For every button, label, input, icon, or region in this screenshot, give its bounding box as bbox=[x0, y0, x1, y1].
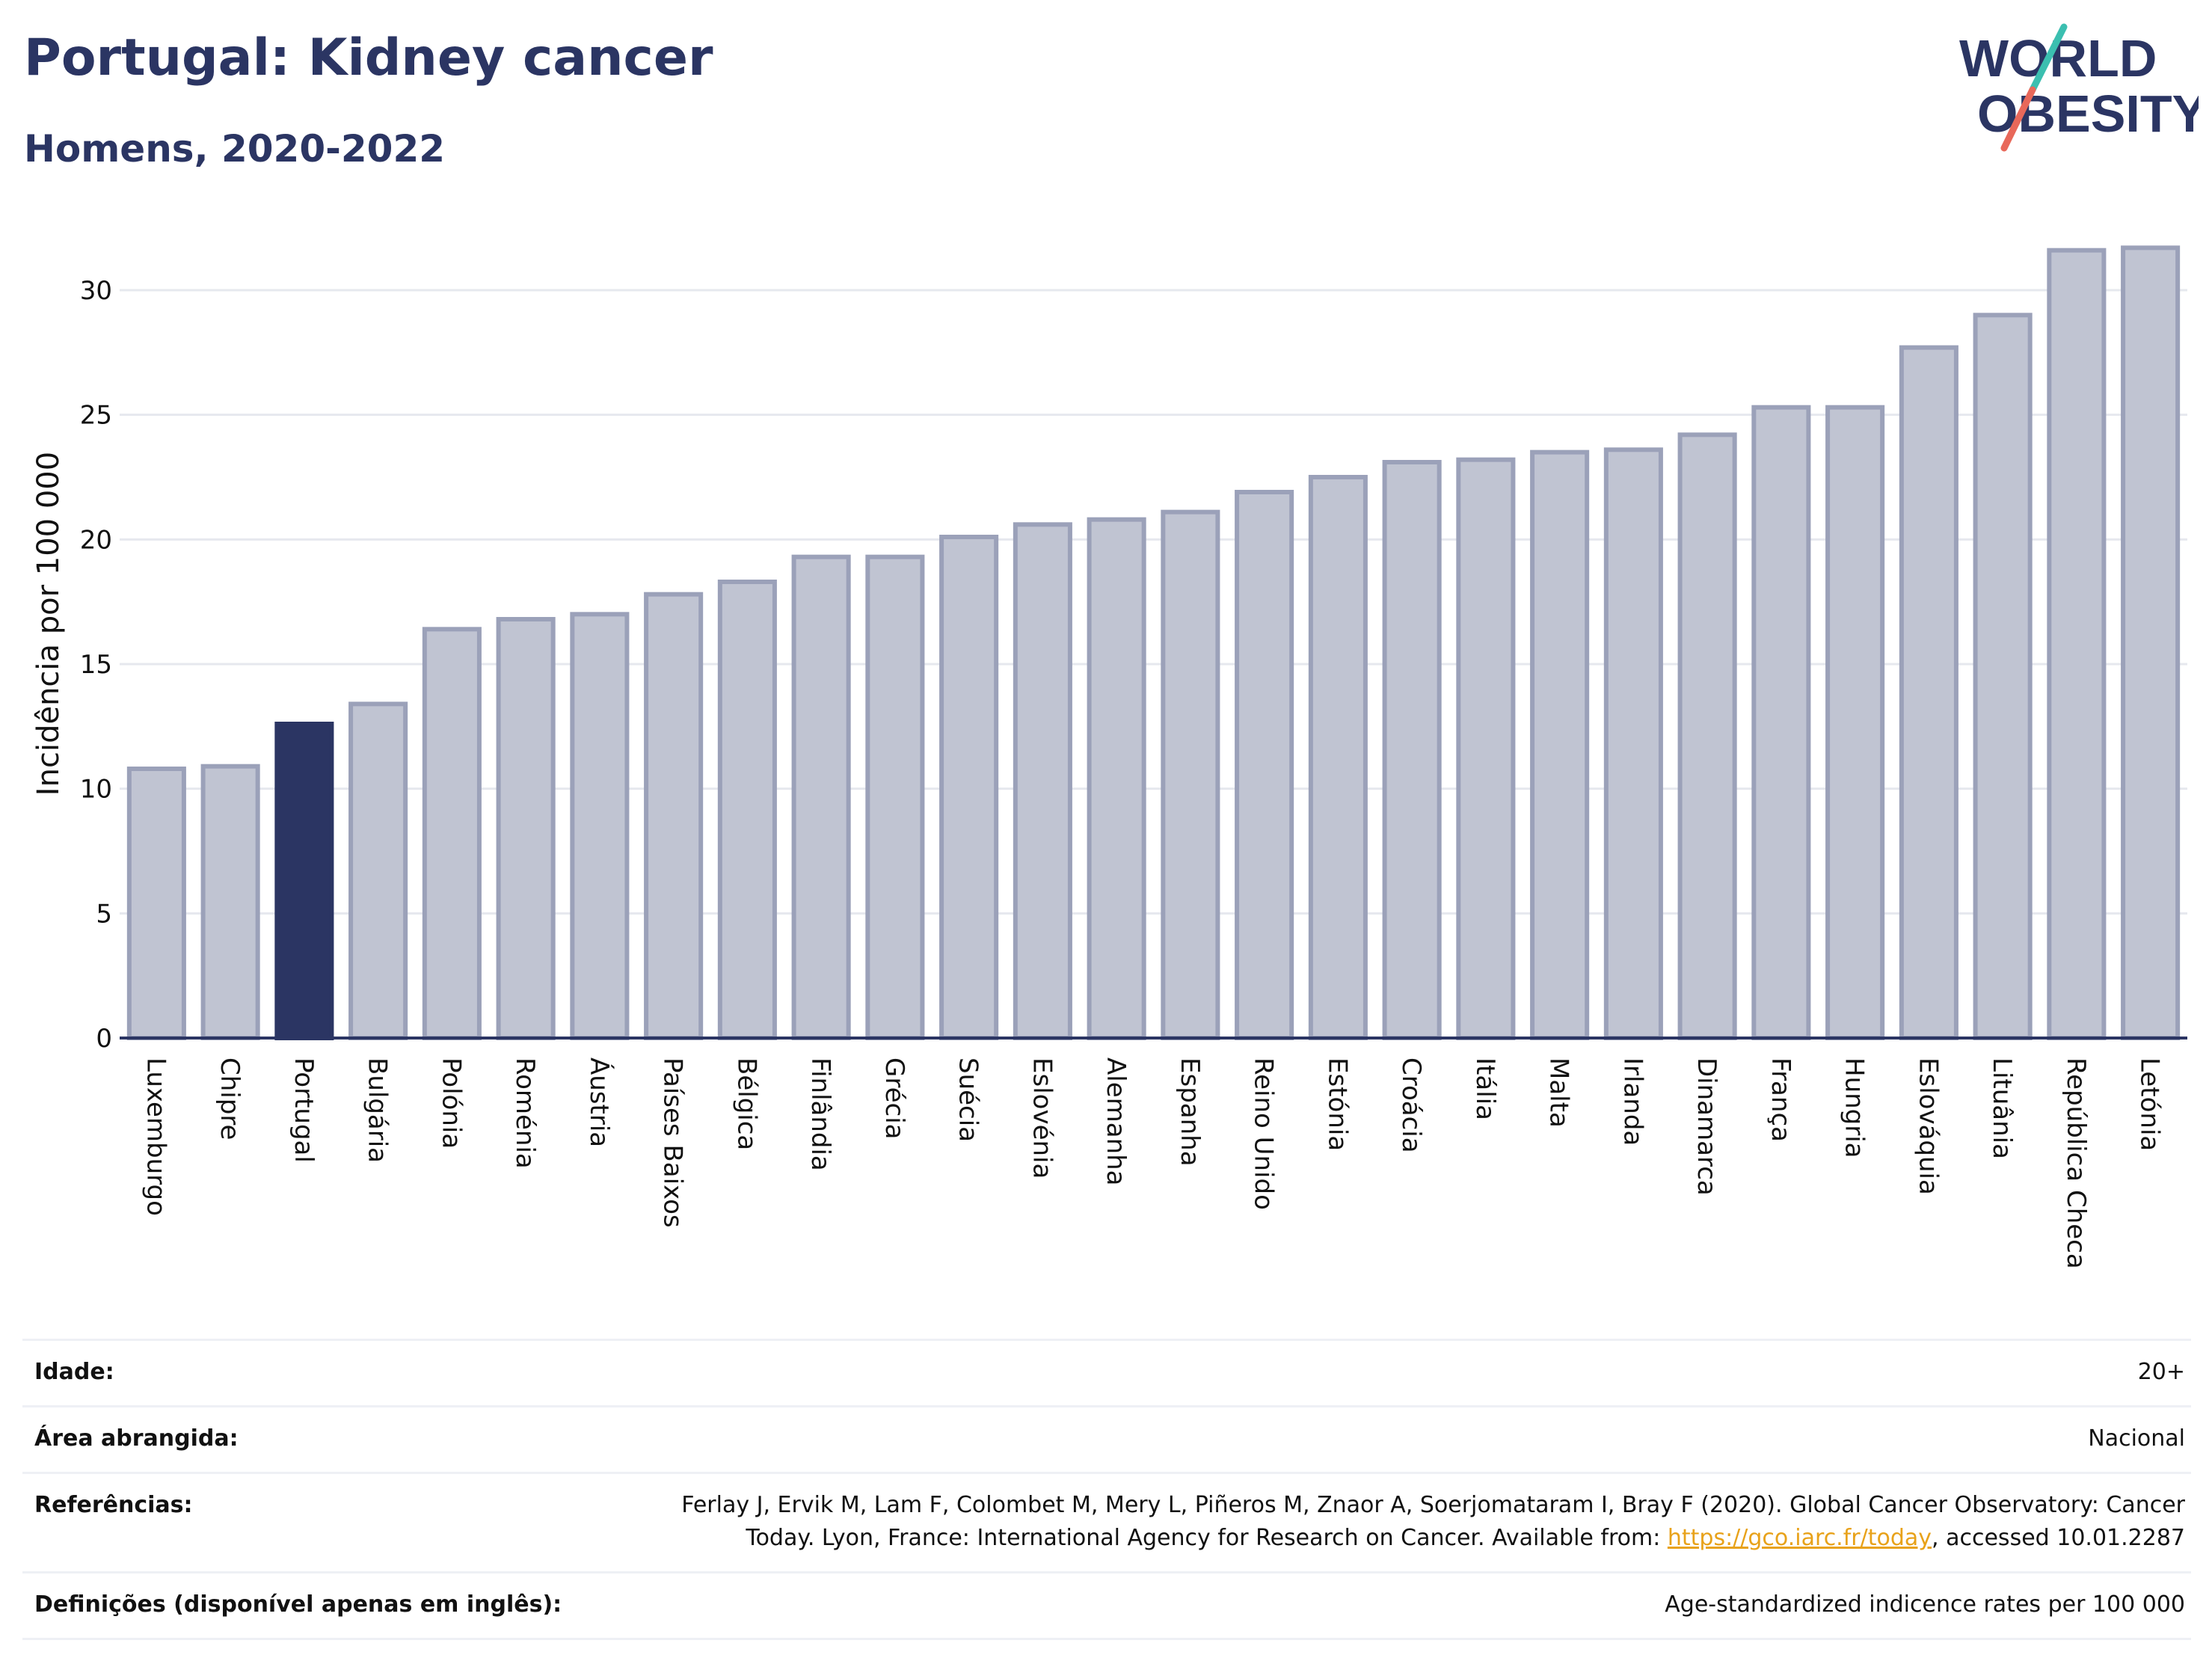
x-category-label: Finlândia bbox=[805, 1057, 835, 1171]
x-category-label: Eslováquia bbox=[1913, 1057, 1943, 1195]
x-category-label: Itália bbox=[1470, 1057, 1500, 1120]
x-category-label: Dinamarca bbox=[1692, 1057, 1721, 1196]
x-axis-labels: Luxemburgo Chipre Portugal Bulgária Polónia R… bbox=[141, 1057, 2164, 1269]
y-axis-label: Incidência por 100 000 bbox=[31, 452, 66, 796]
info-row-age: Idade: 20+ bbox=[22, 1339, 2191, 1405]
bar-irlanda bbox=[1603, 447, 1663, 1040]
x-category-label: Grécia bbox=[879, 1057, 909, 1139]
bar-reino-unido bbox=[1235, 490, 1294, 1040]
x-category-label: Reino Unido bbox=[1249, 1057, 1279, 1210]
x-category-label: Bulgária bbox=[363, 1057, 393, 1163]
x-category-label: Letónia bbox=[2135, 1057, 2165, 1151]
bar-letónia bbox=[2121, 245, 2181, 1040]
info-row-references: Referências: Ferlay J, Ervik M, Lam F, C… bbox=[22, 1472, 2191, 1571]
bar-frança bbox=[1751, 405, 1811, 1040]
bar-lituânia bbox=[1973, 313, 2033, 1041]
x-category-label: Estónia bbox=[1322, 1057, 1352, 1151]
bar-dinamarca bbox=[1677, 432, 1737, 1040]
info-row-definitions: Definições (disponível apenas em inglês)… bbox=[22, 1571, 2191, 1640]
bar-alemanha bbox=[1087, 517, 1146, 1040]
bar-malta bbox=[1530, 449, 1590, 1040]
page-title: Portugal: Kidney cancer bbox=[24, 28, 713, 87]
references-label: Referências: bbox=[34, 1492, 193, 1518]
x-category-label: Portugal bbox=[289, 1057, 319, 1163]
x-category-label: Polónia bbox=[436, 1057, 466, 1149]
definitions-value: Age-standardized indicence rates per 100… bbox=[1665, 1591, 2185, 1618]
bar-portugal bbox=[274, 722, 334, 1040]
bars bbox=[126, 245, 2181, 1041]
x-category-label: Alemanha bbox=[1101, 1057, 1131, 1186]
references-text: Ferlay J, Ervik M, Lam F, Colombet M, Me… bbox=[681, 1492, 2185, 1551]
area-label: Área abrangida: bbox=[34, 1425, 239, 1452]
bar-polónia bbox=[422, 627, 482, 1040]
x-category-label: Hungria bbox=[1840, 1057, 1870, 1158]
bar-grécia bbox=[865, 554, 925, 1040]
bar-eslováquia bbox=[1899, 345, 1958, 1040]
x-category-label: Irlanda bbox=[1617, 1057, 1647, 1146]
info-table: Idade: 20+ Área abrangida: Nacional Refe… bbox=[22, 1339, 2191, 1640]
y-tick-label: 0 bbox=[96, 1024, 112, 1054]
bar-república-checa bbox=[2047, 248, 2107, 1041]
definitions-label: Definições (disponível apenas em inglês)… bbox=[34, 1591, 562, 1618]
age-value: 20+ bbox=[2137, 1359, 2185, 1385]
age-label: Idade: bbox=[34, 1359, 114, 1385]
bar-luxemburgo bbox=[126, 767, 186, 1040]
bar-finlândia bbox=[791, 554, 851, 1040]
bar-bélgica bbox=[717, 580, 777, 1040]
bar-itália bbox=[1456, 457, 1516, 1040]
y-tick-label: 25 bbox=[80, 401, 112, 431]
y-tick-label: 15 bbox=[80, 650, 112, 680]
bar-estónia bbox=[1308, 475, 1368, 1040]
y-tick-label: 30 bbox=[80, 276, 112, 306]
logo-slash-teal bbox=[2029, 23, 2068, 93]
x-category-label: Chipre bbox=[215, 1057, 245, 1140]
x-category-label: Bélgica bbox=[731, 1057, 761, 1150]
world-obesity-logo: WORLD OBESITY bbox=[1959, 23, 2199, 152]
bar-áustria bbox=[570, 612, 630, 1040]
bar-hungria bbox=[1825, 405, 1885, 1040]
x-category-label: Roménia bbox=[510, 1057, 540, 1169]
bar-bulgária bbox=[348, 701, 408, 1040]
x-category-label: República Checa bbox=[2061, 1057, 2091, 1269]
x-category-label: Croácia bbox=[1396, 1057, 1426, 1153]
y-tick-label: 20 bbox=[80, 525, 112, 555]
bar-chart: 0 5 10 15 20 25 30 Luxemburgo Chipre Portugal Bul… bbox=[31, 245, 2187, 1269]
bar-croácia bbox=[1382, 460, 1442, 1040]
bar-suécia bbox=[939, 535, 999, 1040]
page-subtitle: Homens, 2020-2022 bbox=[24, 127, 446, 171]
y-axis-ticks: 0 5 10 15 20 25 30 bbox=[80, 276, 112, 1054]
bar-países-baixos bbox=[644, 592, 704, 1040]
y-tick-label: 5 bbox=[96, 899, 112, 929]
x-category-label: Eslovénia bbox=[1027, 1057, 1057, 1179]
x-category-label: Suécia bbox=[953, 1057, 983, 1142]
references-link[interactable]: https://gco.iarc.fr/today bbox=[1667, 1525, 1932, 1551]
bar-chipre bbox=[200, 764, 260, 1040]
references-value: Ferlay J, Ervik M, Lam F, Colombet M, Me… bbox=[615, 1489, 2191, 1555]
x-category-label: Espanha bbox=[1175, 1057, 1205, 1167]
references-accessed: , accessed 10.01.2287 bbox=[1932, 1525, 2185, 1551]
bar-espanha bbox=[1161, 509, 1220, 1040]
logo-slash-red bbox=[2000, 86, 2036, 152]
info-row-area: Área abrangida: Nacional bbox=[22, 1405, 2191, 1472]
x-category-label: Áustria bbox=[584, 1057, 615, 1147]
x-category-label: Lituânia bbox=[1987, 1057, 2017, 1159]
x-category-label: França bbox=[1766, 1057, 1795, 1142]
area-value: Nacional bbox=[2088, 1425, 2185, 1452]
bar-eslovénia bbox=[1013, 522, 1072, 1040]
x-category-label: Países Baixos bbox=[658, 1057, 688, 1228]
y-tick-label: 10 bbox=[80, 775, 112, 805]
bar-roménia bbox=[496, 617, 556, 1040]
x-category-label: Malta bbox=[1544, 1057, 1574, 1128]
x-category-label: Luxemburgo bbox=[141, 1057, 170, 1216]
